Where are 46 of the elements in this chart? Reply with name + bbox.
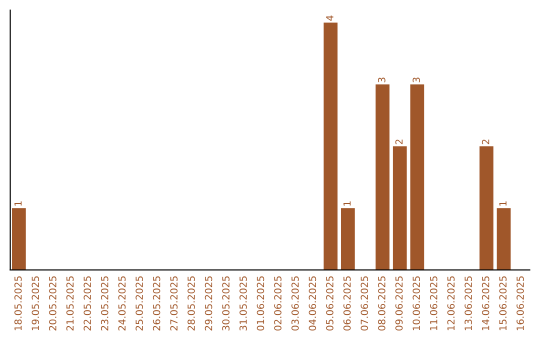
x-tick-label: 14.06.2025 (482, 276, 490, 330)
x-tick-label: 03.06.2025 (291, 276, 299, 331)
x-tick-label: 23.05.2025 (100, 276, 108, 330)
bar (410, 84, 424, 270)
x-tick-label: 13.06.2025 (464, 276, 472, 330)
x-tick-label: 16.06.2025 (516, 276, 524, 330)
bar (340, 208, 355, 270)
x-tick-label: 15.06.2025 (499, 276, 507, 330)
x-tick-label: 19.05.2025 (32, 276, 40, 330)
data-label: 4 (326, 16, 334, 21)
bar (324, 22, 338, 270)
x-tick-label: 09.06.2025 (395, 276, 403, 331)
data-label: 3 (412, 78, 420, 82)
data-label: 2 (482, 140, 490, 144)
x-tick-label: 11.06.2025 (430, 276, 438, 330)
bar (480, 146, 494, 270)
x-tick-label: 28.05.2025 (188, 276, 195, 330)
x-tick-label: 05.06.2025 (326, 276, 334, 331)
x-tick-label: 04.06.2025 (308, 276, 316, 331)
x-tick-label: 31.05.2025 (239, 276, 247, 330)
bar (392, 146, 407, 270)
x-tick-label: 02.06.2025 (274, 276, 282, 331)
data-label: 1 (499, 201, 506, 206)
x-tick-label: 27.05.2025 (170, 276, 178, 330)
x-tick-label: 10.06.2025 (412, 276, 420, 330)
data-label: 1 (344, 201, 351, 206)
x-tick-label: 26.05.2025 (152, 276, 160, 330)
x-tick-label: 24.05.2025 (118, 276, 126, 330)
x-tick-label: 30.05.2025 (222, 276, 230, 330)
bar (376, 84, 390, 270)
data-label: 3 (378, 78, 386, 82)
data-label: 2 (395, 140, 403, 144)
bar (12, 208, 26, 270)
x-tick-label: 22.05.2025 (84, 276, 92, 330)
x-tick-label: 06.06.2025 (343, 276, 351, 331)
x-tick-label: 25.05.2025 (136, 276, 143, 330)
data-label: 1 (14, 201, 22, 206)
x-tick-label: 18.05.2025 (14, 276, 22, 330)
x-tick-label: 21.05.2025 (66, 276, 74, 330)
x-tick-label: 12.06.2025 (447, 276, 455, 330)
x-tick-label: 29.05.2025 (204, 276, 212, 330)
x-tick-label: 08.06.2025 (378, 276, 386, 331)
x-tick-label: 20.05.2025 (49, 276, 56, 330)
x-tick-label: 07.06.2025 (360, 276, 368, 331)
x-tick-label: 01.06.2025 (256, 276, 264, 331)
bar (496, 208, 511, 270)
